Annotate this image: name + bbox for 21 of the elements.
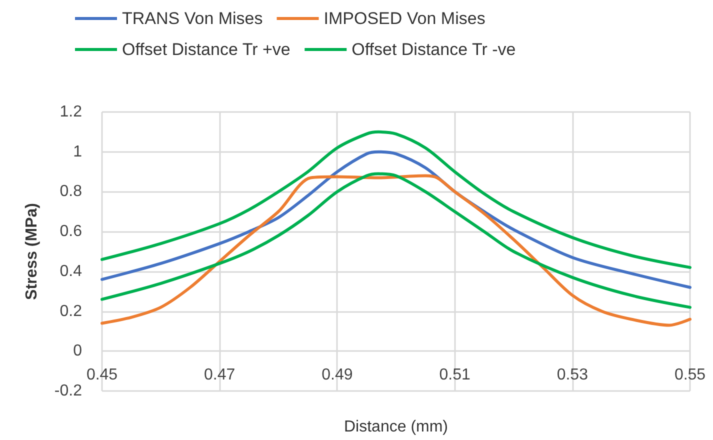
y-axis-title: Stress (MPa) (24, 203, 40, 300)
x-tick-label: 0.51 (439, 366, 470, 384)
x-tick-label: 0.49 (322, 366, 353, 384)
y-tick-label: -0.2 (54, 382, 82, 400)
y-tick-label: 1.2 (60, 104, 82, 120)
y-tick-label: 1 (73, 143, 82, 160)
legend-label: Offset Distance Tr -ve (352, 40, 516, 59)
y-tick-label: 0 (73, 342, 82, 360)
y-tick-label: 0.8 (60, 183, 82, 200)
y-tick-label: 0.6 (60, 223, 82, 240)
x-axis-title: Distance (mm) (344, 418, 448, 436)
x-tick-label: 0.55 (674, 366, 706, 384)
y-tick-label: 0.4 (60, 262, 82, 280)
x-tick-label: 0.53 (556, 366, 588, 384)
legend-label: IMPOSED Von Mises (324, 9, 486, 28)
legend-label: TRANS Von Mises (122, 9, 263, 28)
line-series (100, 130, 692, 269)
y-tick-label: 0.2 (60, 302, 82, 320)
legend-label: Offset Distance Tr +ve (122, 40, 290, 59)
x-tick-label: 0.47 (204, 366, 236, 384)
x-tick-label: 0.45 (86, 366, 118, 384)
